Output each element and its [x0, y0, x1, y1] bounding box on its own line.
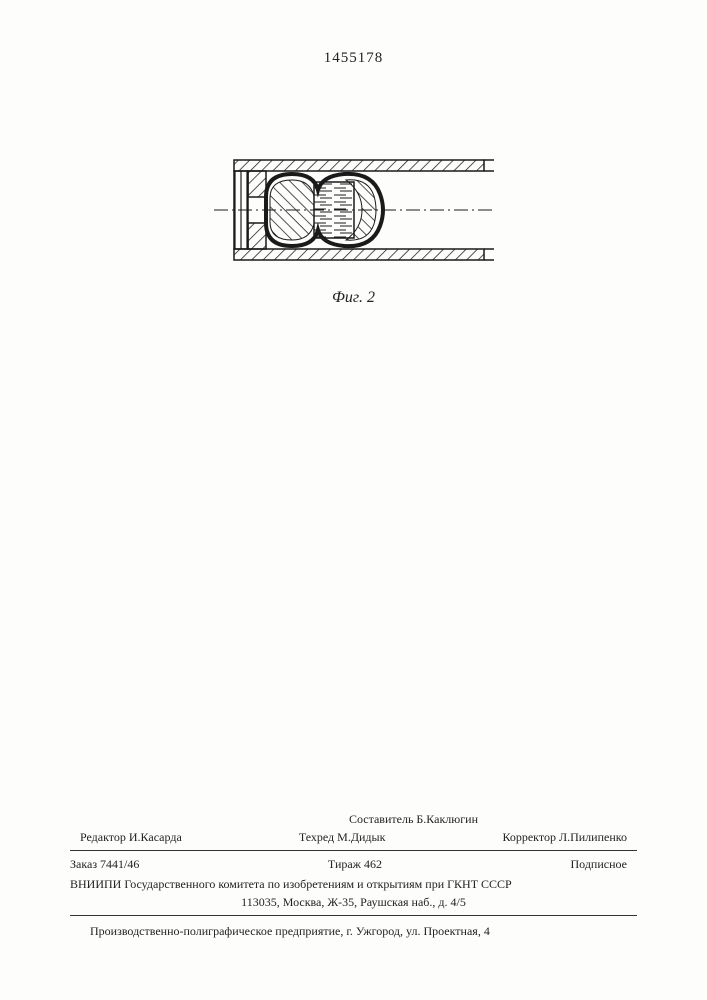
footer-block: Составитель Б.Каклюгин Редактор И.Касард…	[70, 810, 637, 940]
address-line: 113035, Москва, Ж-35, Раушская наб., д. …	[70, 893, 637, 916]
techred-label: Техред М.Дидык	[299, 828, 386, 846]
figure-2-diagram	[214, 150, 494, 280]
editor-label: Редактор И.Касарда	[80, 828, 182, 846]
document-number: 1455178	[0, 50, 707, 67]
order-label: Заказ 7441/46	[70, 855, 139, 873]
order-row: Заказ 7441/46 Тираж 462 Подписное	[70, 855, 637, 875]
figure-area: Фиг. 2	[0, 150, 707, 307]
credits-row: Редактор И.Касарда Техред М.Дидык Коррек…	[70, 828, 637, 851]
printer-line: Производственно-полиграфическое предприя…	[70, 922, 637, 940]
patent-page: 1455178	[0, 0, 707, 1000]
org-line: ВНИИПИ Государственного комитета по изоб…	[70, 875, 637, 893]
corrector-label: Корректор Л.Пилипенко	[502, 828, 627, 846]
tirage-label: Тираж 462	[328, 855, 382, 873]
compiler-line: Составитель Б.Каклюгин	[70, 810, 637, 828]
subscription-label: Подписное	[571, 855, 628, 873]
figure-label: Фиг. 2	[0, 289, 707, 307]
